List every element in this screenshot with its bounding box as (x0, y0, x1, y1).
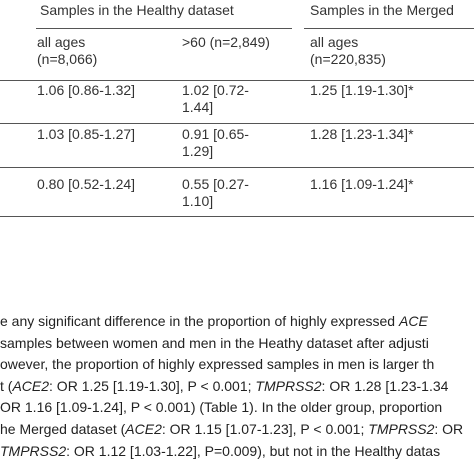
row-rule (0, 216, 474, 217)
paragraph-line: samples between women and men in the Hea… (0, 333, 429, 355)
paragraph-line: TMPRSS2: OR 1.12 [1.03-1.22], P=0.009), … (0, 441, 440, 463)
table-cell: all ages (37, 34, 86, 50)
table-cell: 0.80 [0.52-1.24] (37, 176, 136, 192)
table-cell: 0.55 [0.27- (182, 176, 249, 192)
text-span: : OR (434, 421, 464, 437)
text-span: ACE (399, 313, 428, 329)
table-cell: 1.44] (182, 99, 214, 115)
text-span: TMPRSS2 (0, 442, 67, 459)
header-rule (304, 28, 474, 29)
text-span: : OR 1.12 [1.03-1.22], P=0.009), but not… (66, 442, 441, 459)
paragraph-line: owever, the proportion of highly express… (0, 354, 434, 376)
table-cell: 1.10] (182, 193, 214, 209)
paragraph-line: e any significant difference in the prop… (0, 311, 428, 333)
table-cell: 1.02 [0.72- (182, 82, 249, 98)
text-span: e any significant difference in the prop… (0, 313, 399, 329)
text-span: : OR 1.15 [1.07-1.23], P < 0.001; (161, 421, 369, 437)
table-cell: 1.28 [1.23-1.34]* (310, 126, 414, 142)
text-span: ACE2 (12, 377, 50, 394)
text-span: TMPRSS2 (255, 377, 322, 394)
text-span: : OR 1.28 [1.23-1.34 (321, 377, 449, 394)
row-rule (0, 80, 474, 81)
text-span: t ( (0, 377, 13, 394)
table-cell: 1.25 [1.19-1.30]* (310, 82, 414, 98)
column-header: Samples in the Healthy dataset (40, 2, 234, 18)
text-span: he Merged dataset ( (0, 421, 126, 437)
table-cell: all ages (310, 34, 359, 50)
row-rule (0, 123, 474, 124)
table-cell: 1.03 [0.85-1.27] (37, 126, 136, 142)
text-span: ACE2 (125, 421, 162, 437)
paragraph-line: OR 1.16 [1.09-1.24], P < 0.001) (Table 1… (0, 397, 442, 419)
row-rule (0, 167, 474, 168)
paragraph-line: he Merged dataset (ACE2: OR 1.15 [1.07-1… (0, 419, 463, 441)
text-span: samples between women and men in the Hea… (0, 334, 429, 351)
table-cell: 1.16 [1.09-1.24]* (310, 176, 414, 192)
column-header: Samples in the Merged (310, 2, 454, 18)
text-span: : OR 1.25 [1.19-1.30], P < 0.001; (49, 377, 256, 394)
header-rule (36, 28, 292, 29)
table-cell: (n=8,066) (37, 51, 98, 67)
table-cell: 1.06 [0.86-1.32] (37, 82, 136, 98)
table-cell: 0.91 [0.65- (182, 126, 249, 142)
table-cell: >60 (n=2,849) (182, 34, 270, 50)
table-cell: 1.29] (182, 143, 214, 159)
text-span: TMPRSS2 (368, 421, 435, 437)
text-span: owever, the proportion of highly express… (0, 356, 435, 373)
paragraph-line: t (ACE2: OR 1.25 [1.19-1.30], P < 0.001;… (0, 376, 448, 398)
text-span: OR 1.16 [1.09-1.24], P < 0.001) (Table 1… (0, 399, 443, 416)
table-cell: (n=220,835) (310, 51, 386, 67)
